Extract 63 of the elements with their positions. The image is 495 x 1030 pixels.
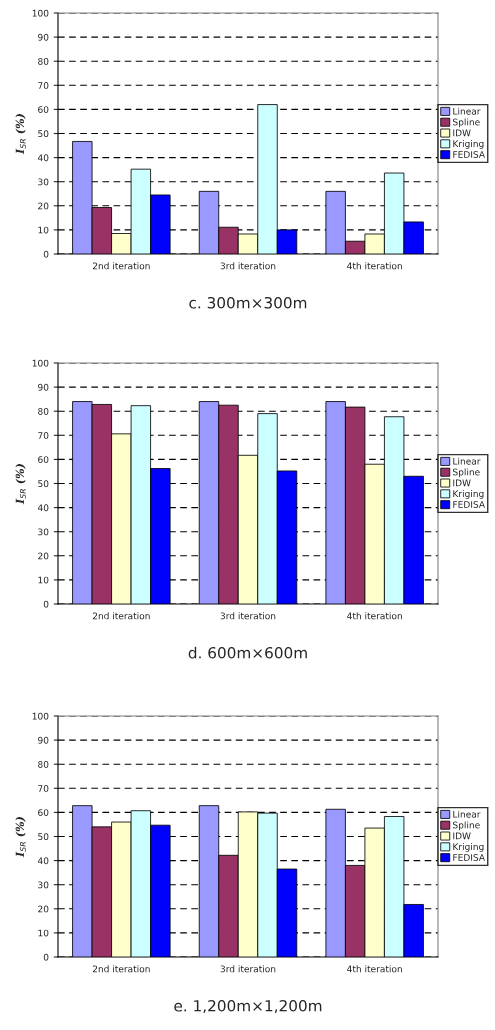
y-tick-label: 90 xyxy=(38,736,49,744)
legend-label: Spline xyxy=(453,118,480,128)
x-tick-label: 3rd iteration xyxy=(220,262,276,270)
legend-label: Linear xyxy=(453,810,481,818)
y-tick-label: 30 xyxy=(38,178,49,186)
y-tick-label: 40 xyxy=(37,857,49,865)
legend-label: Kriging xyxy=(453,490,484,499)
y-tick-label: 90 xyxy=(38,383,49,391)
legend-label: IDW xyxy=(453,129,471,137)
y-tick-label: 30 xyxy=(38,881,49,889)
legend-label: IDW xyxy=(453,832,471,840)
y-tick-label: 90 xyxy=(38,33,49,41)
y-axis-title: I$_{SR}$ (%) xyxy=(15,817,26,858)
y-tick-label: 100 xyxy=(32,712,49,720)
y-axis-title: I$_{SR}$ (%) xyxy=(15,114,26,155)
legend-label: FEDISA xyxy=(453,151,485,158)
y-tick-label: 10 xyxy=(38,576,49,584)
y-tick-label: 20 xyxy=(38,202,49,210)
legend-label: FEDISA xyxy=(453,501,485,508)
x-tick-label: 4th iteration xyxy=(347,612,402,620)
y-tick-label: 40 xyxy=(37,154,49,162)
text: d. 600m×600m xyxy=(188,646,307,659)
y-tick-label: 100 xyxy=(32,359,49,367)
text: e. 1,200m×1,200m xyxy=(174,999,322,1014)
y-tick-label: 100 xyxy=(32,9,49,17)
y-axis-title: I$_{SR}$ (%) xyxy=(15,464,26,505)
y-tick-label: 0 xyxy=(43,953,49,961)
y-tick-label: 70 xyxy=(38,785,49,792)
y-tick-label: 10 xyxy=(38,226,49,234)
y-tick-label: 50 xyxy=(38,480,49,488)
x-tick-label: 4th iteration xyxy=(347,965,402,973)
y-tick-label: 10 xyxy=(38,929,49,937)
legend-label: Kriging xyxy=(453,843,484,852)
y-tick-label: 60 xyxy=(38,106,49,113)
legend-label: Spline xyxy=(453,468,480,478)
x-tick-label: 2nd iteration xyxy=(92,612,150,620)
x-tick-label: 2nd iteration xyxy=(92,965,150,973)
legend-label: Kriging xyxy=(453,140,484,149)
y-tick-label: 40 xyxy=(37,504,49,512)
y-tick-label: 80 xyxy=(38,407,49,415)
y-tick-label: 30 xyxy=(38,528,49,536)
y-tick-label: 60 xyxy=(38,456,49,463)
y-tick-label: 80 xyxy=(38,57,49,65)
x-tick-label: 3rd iteration xyxy=(220,612,276,620)
y-tick-label: 70 xyxy=(38,82,49,89)
y-tick-label: 50 xyxy=(38,833,49,841)
legend-label: Linear xyxy=(453,107,481,115)
legend-label: FEDISA xyxy=(453,854,485,861)
x-tick-label: 2nd iteration xyxy=(92,262,150,270)
x-tick-label: 3rd iteration xyxy=(220,965,276,973)
y-tick-label: 60 xyxy=(38,809,49,816)
legend-label: Spline xyxy=(453,821,480,831)
legend-label: IDW xyxy=(453,479,471,487)
x-tick-label: 4th iteration xyxy=(347,262,402,270)
legend-label: Linear xyxy=(453,457,481,465)
y-tick-label: 0 xyxy=(43,250,49,258)
y-tick-label: 20 xyxy=(38,905,49,913)
text: c. 300m×300m xyxy=(189,296,307,309)
y-tick-label: 0 xyxy=(43,600,49,608)
y-tick-label: 70 xyxy=(38,432,49,439)
y-tick-label: 20 xyxy=(38,552,49,560)
y-tick-label: 80 xyxy=(38,760,49,768)
y-tick-label: 50 xyxy=(38,130,49,138)
